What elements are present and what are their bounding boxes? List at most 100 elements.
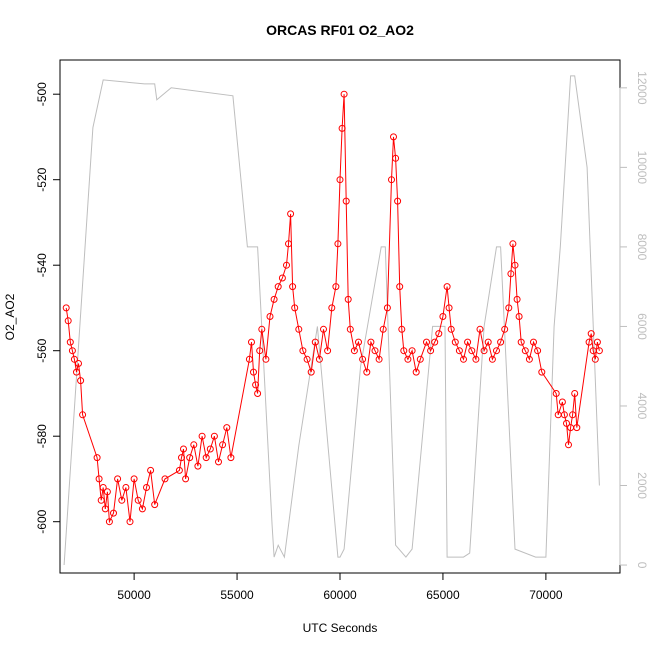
o2-point (118, 496, 126, 504)
o2-point (151, 501, 159, 509)
o2-point (68, 347, 76, 355)
o2-point (126, 518, 134, 526)
o2-point (336, 176, 344, 184)
o2-point (70, 355, 78, 363)
o2-point (513, 295, 521, 303)
o2-point (315, 355, 323, 363)
x-tick-label: 65000 (426, 588, 460, 602)
o2-point (223, 424, 231, 432)
o2-point (394, 197, 402, 205)
o2-point (355, 338, 362, 346)
o2-point (363, 368, 371, 376)
o2-point (388, 176, 395, 184)
o2-point (97, 496, 105, 504)
o2-point (311, 338, 319, 346)
y2-tick-label: 2000 (635, 472, 649, 499)
o2-point (525, 355, 533, 363)
o2-point (130, 475, 138, 483)
o2-point (359, 355, 367, 363)
o2-point (178, 454, 185, 462)
o2-point (210, 432, 218, 440)
o2-point (77, 377, 85, 385)
o2-point (254, 390, 262, 397)
o2-point (390, 133, 397, 141)
o2-point (338, 124, 346, 132)
o2-point (464, 338, 472, 346)
o2-point (468, 347, 476, 355)
o2-point (563, 419, 570, 427)
y2-tick-label: 12000 (635, 71, 649, 105)
o2-point (484, 338, 492, 346)
o2-point (324, 347, 332, 355)
o2-point (73, 368, 80, 376)
o2-point (122, 484, 130, 491)
o2-point (215, 458, 222, 466)
o2-point (371, 347, 379, 355)
o2-point (105, 518, 113, 526)
x-tick-label: 60000 (323, 588, 357, 602)
o2-point (99, 484, 107, 491)
o2-point (110, 509, 117, 517)
o2-point (398, 325, 406, 333)
o2-point (227, 454, 235, 462)
o2-point (252, 381, 260, 389)
y-tick-label: -580 (35, 424, 49, 448)
o2-point (334, 240, 342, 248)
chart-title: ORCAS RF01 O2_AO2 (266, 22, 414, 38)
o2-point (560, 411, 568, 419)
o2-point (138, 505, 146, 513)
o2-point (427, 347, 435, 355)
x-tick-label: 50000 (117, 588, 151, 602)
o2-point (278, 274, 286, 282)
o2-point (517, 338, 525, 346)
y-tick-label: -560 (35, 338, 49, 362)
o2-point (93, 454, 101, 462)
o2-point (206, 445, 214, 453)
y2-tick-label: 0 (635, 562, 649, 569)
o2-point (591, 355, 599, 363)
o2-point (219, 441, 227, 449)
o2-point (340, 90, 348, 98)
o2-point (593, 338, 601, 346)
o2-line (65, 94, 600, 524)
o2-point (175, 466, 183, 474)
o2-point (443, 283, 451, 291)
o2-point (295, 325, 303, 333)
o2-point (511, 261, 519, 269)
y-tick-label: -540 (35, 253, 49, 277)
o2-point (493, 347, 500, 355)
o2-point (451, 338, 459, 346)
o2-point (379, 325, 387, 333)
o2-point (505, 304, 513, 312)
o2-point (573, 424, 581, 432)
o2-point (95, 475, 103, 483)
o2-point (66, 338, 74, 346)
o2-point (303, 355, 311, 363)
o2-point (383, 304, 391, 312)
y-tick-label: -600 (35, 509, 49, 533)
o2-point (367, 338, 375, 346)
o2-point (258, 325, 266, 333)
o2-point (62, 304, 70, 312)
o2-point (521, 347, 529, 355)
o2-point (396, 283, 404, 291)
y2-axis: 0 2000 4000 6000 8000 10000 12000 (619, 71, 649, 569)
o2-point (595, 347, 603, 355)
x-tick-label: 70000 (529, 588, 563, 602)
o2-point (435, 330, 443, 338)
o2-point (455, 347, 463, 355)
y2-tick-label: 8000 (635, 234, 649, 261)
o2-point (101, 505, 109, 513)
o2-point (186, 454, 194, 462)
o2-point (509, 240, 517, 248)
o2-point (291, 304, 299, 312)
o2-point (431, 338, 439, 346)
y-tick-label: -500 (35, 82, 49, 106)
o2-point (408, 347, 416, 355)
o2-point (472, 355, 480, 363)
o2-point (270, 295, 278, 303)
o2-point (332, 283, 340, 291)
o2-point (262, 355, 270, 363)
o2-point (161, 475, 169, 483)
o2-point (350, 347, 358, 355)
